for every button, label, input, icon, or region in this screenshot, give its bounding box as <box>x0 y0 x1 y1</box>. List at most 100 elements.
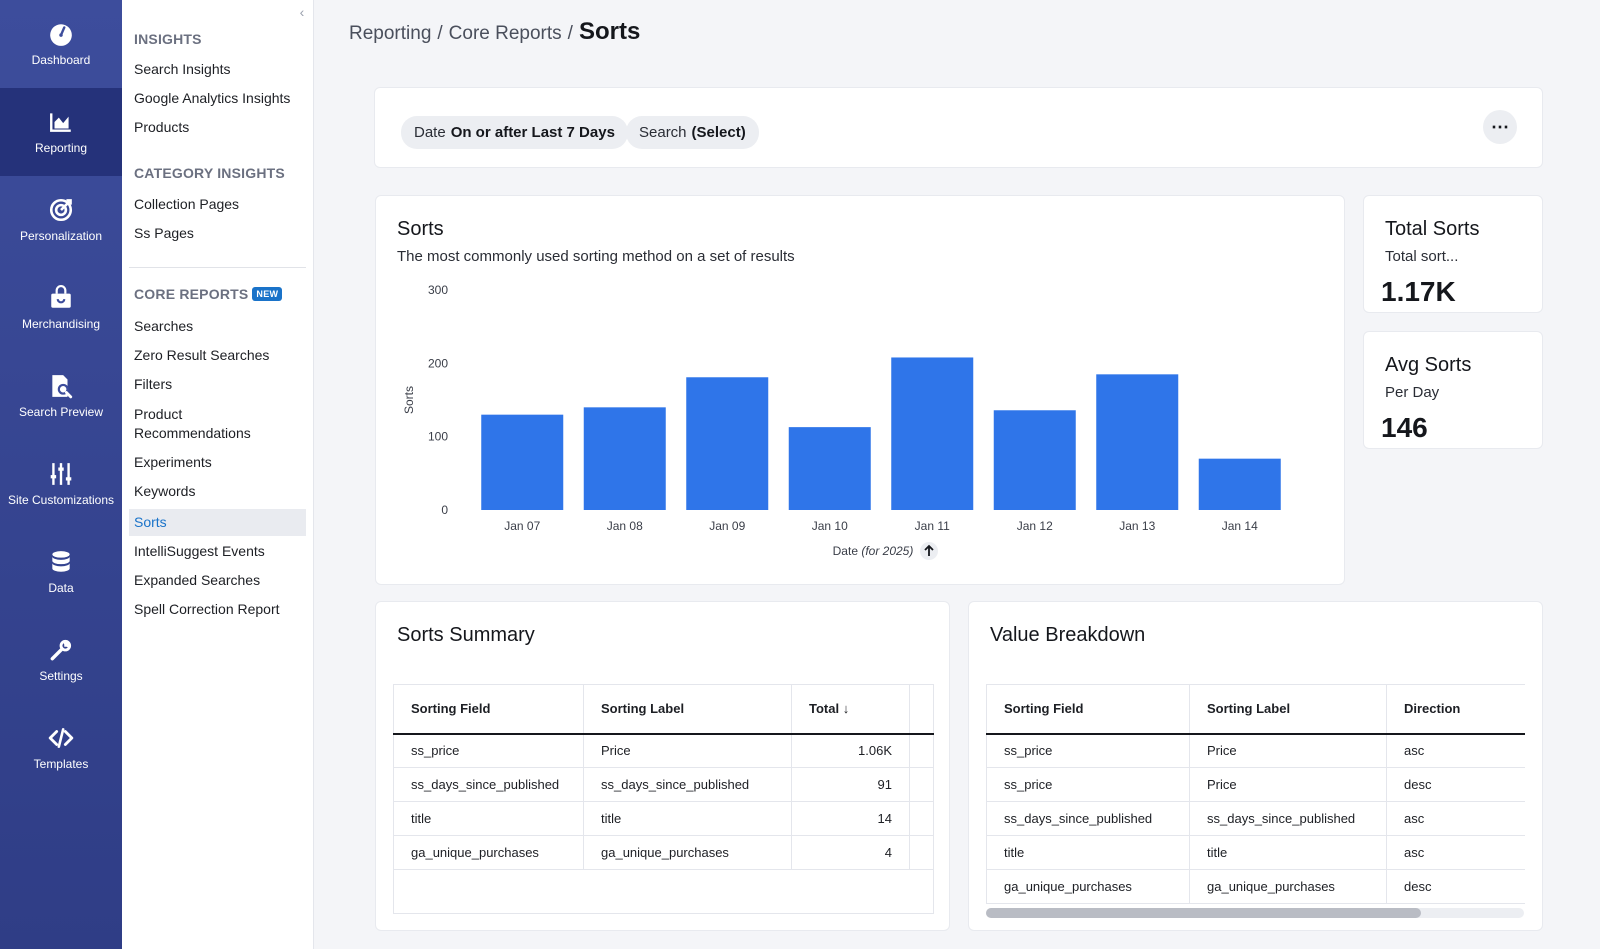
subnav-item-filters[interactable]: Filters <box>134 376 173 392</box>
rail-label: Data <box>48 581 74 595</box>
cell-sorting-label: ga_unique_purchases <box>1189 869 1387 904</box>
cell-spacer <box>909 767 934 802</box>
rail-item-merchandising[interactable]: Merchandising <box>0 264 122 352</box>
collapse-sidebar-icon[interactable]: ‹ <box>299 4 305 20</box>
x-tick-label: Jan 07 <box>504 519 540 533</box>
cell-sorting-field: ga_unique_purchases <box>393 835 584 870</box>
table-row: ss_days_since_published ss_days_since_pu… <box>986 801 1525 836</box>
page-title: Sorts <box>578 18 641 45</box>
column-header-spacer <box>909 684 934 735</box>
rail-item-personalization[interactable]: Personalization <box>0 176 122 264</box>
subnav-item-collection-pages[interactable]: Collection Pages <box>134 196 240 212</box>
wrench-icon <box>50 639 72 661</box>
column-header-sorting-field[interactable]: Sorting Field <box>986 684 1190 735</box>
subnav-item-zero-result-searches[interactable]: Zero Result Searches <box>134 347 270 363</box>
column-header-sorting-field[interactable]: Sorting Field <box>393 684 584 735</box>
subnav-item-products[interactable]: Products <box>134 119 190 135</box>
value-breakdown-card: Value Breakdown Sorting Field Sorting La… <box>968 601 1543 931</box>
chart-subtitle: The most commonly used sorting method on… <box>397 248 795 265</box>
subnav-item-keywords[interactable]: Keywords <box>134 483 196 499</box>
subnav-item-searches[interactable]: Searches <box>134 318 194 334</box>
summary-title: Sorts Summary <box>397 624 535 646</box>
rail-label: Personalization <box>19 229 103 243</box>
table-row: ss_price Price asc <box>986 733 1525 768</box>
sort-icon-arrow <box>924 544 934 556</box>
subnav-item-google-analytics-insights[interactable]: Google Analytics Insights <box>134 90 291 106</box>
rail-label: Site Customizations <box>7 493 115 507</box>
cell-total: 1.06K <box>791 733 910 768</box>
subnav-item-ss-pages[interactable]: Ss Pages <box>134 225 194 241</box>
rail-label: Reporting <box>34 141 88 155</box>
section-heading-label: CORE REPORTS <box>134 286 249 302</box>
date-filter-label: Date <box>414 124 446 141</box>
date-filter-chip[interactable]: Date On or after Last 7 Days <box>401 116 628 149</box>
bar-jan-07 <box>481 414 564 510</box>
cell-sorting-field: title <box>986 835 1190 870</box>
new-badge: NEW <box>252 287 283 301</box>
section-heading-label: CATEGORY INSIGHTS <box>134 165 285 181</box>
kpi-subtitle: Per Day <box>1385 384 1440 401</box>
rail-item-data[interactable]: Data <box>0 528 122 616</box>
sort-descending-icon: ↓ <box>842 701 850 717</box>
breadcrumb-reporting[interactable]: Reporting <box>349 23 432 44</box>
cell-sorting-label: ss_days_since_published <box>1189 801 1387 836</box>
rail-item-search-preview[interactable]: Search Preview <box>0 352 122 440</box>
table-row: title title asc <box>986 835 1525 870</box>
table-row: ss_days_since_published ss_days_since_pu… <box>393 767 934 802</box>
sorts-summary-table: Sorting Field Sorting Label Total ↓ ss_p… <box>393 684 934 914</box>
cell-total: 91 <box>791 767 910 802</box>
cell-total: 14 <box>791 801 910 836</box>
column-header-total[interactable]: Total ↓ <box>791 684 910 735</box>
sort-ascending-icon[interactable] <box>920 542 938 560</box>
empty-cell <box>393 869 934 914</box>
rail-item-settings[interactable]: Settings <box>0 616 122 704</box>
table-row: title title 14 <box>393 801 934 836</box>
sub-navigation: ‹ INSIGHTS Search Insights Google Analyt… <box>122 0 314 949</box>
rail-item-templates[interactable]: Templates <box>0 704 122 792</box>
cell-sorting-label: ga_unique_purchases <box>583 835 792 870</box>
cell-direction: desc <box>1386 767 1525 802</box>
bar-jan-09 <box>686 377 769 510</box>
rail-label: Settings <box>39 669 83 683</box>
search-filter-value: (Select) <box>691 124 746 141</box>
bar-jan-08 <box>583 407 666 510</box>
x-axis-label: Date (for 2025) <box>833 544 914 558</box>
scrollbar-thumb[interactable] <box>986 908 1421 918</box>
column-header-sorting-label[interactable]: Sorting Label <box>1189 684 1387 735</box>
nav-divider <box>129 267 306 268</box>
more-options-button[interactable]: ⋯ <box>1483 110 1517 144</box>
breadcrumb-separator: / <box>567 23 573 44</box>
kpi-title: Avg Sorts <box>1385 354 1472 376</box>
cell-sorting-label: Price <box>1189 733 1387 768</box>
rail-item-dashboard[interactable]: Dashboard <box>0 0 122 88</box>
rail-item-reporting[interactable]: Reporting <box>0 88 122 176</box>
subnav-item-experiments[interactable]: Experiments <box>134 454 212 470</box>
subnav-item-search-insights[interactable]: Search Insights <box>134 61 231 77</box>
cell-sorting-field: ss_days_since_published <box>986 801 1190 836</box>
date-filter-value: On or after Last 7 Days <box>450 124 615 141</box>
bar-jan-13 <box>1096 374 1179 510</box>
section-heading-core-reports: CORE REPORTS NEW <box>134 286 283 302</box>
bar-jan-12 <box>993 410 1076 510</box>
subnav-item-intellisuggest-events[interactable]: IntelliSuggest Events <box>134 543 265 559</box>
column-header-direction[interactable]: Direction <box>1386 684 1525 735</box>
search-filter-chip[interactable]: Search (Select) <box>626 116 759 149</box>
cell-sorting-field: ga_unique_purchases <box>986 869 1190 904</box>
y-axis-label: Sorts <box>402 386 416 414</box>
rail-item-site-customizations[interactable]: Site Customizations <box>0 440 122 528</box>
x-tick-label: Jan 14 <box>1222 519 1258 533</box>
subnav-item-spell-correction-report[interactable]: Spell Correction Report <box>134 601 280 617</box>
subnav-item-product-recommendations[interactable]: Product Recommendations <box>134 406 251 441</box>
x-axis-label-note: (for 2025) <box>861 544 913 558</box>
speedometer-icon <box>50 24 72 46</box>
subnav-item-sorts[interactable]: Sorts <box>129 509 306 536</box>
cell-spacer <box>909 801 934 836</box>
horizontal-scrollbar[interactable] <box>986 908 1524 918</box>
sorts-summary-card: Sorts Summary Sorting Field Sorting Labe… <box>375 601 950 931</box>
kpi-value: 1.17K <box>1381 276 1456 307</box>
cell-spacer <box>909 835 934 870</box>
cell-direction: asc <box>1386 801 1525 836</box>
subnav-item-expanded-searches[interactable]: Expanded Searches <box>134 572 261 588</box>
column-header-sorting-label[interactable]: Sorting Label <box>583 684 792 735</box>
breadcrumb-core-reports[interactable]: Core Reports <box>448 23 562 44</box>
